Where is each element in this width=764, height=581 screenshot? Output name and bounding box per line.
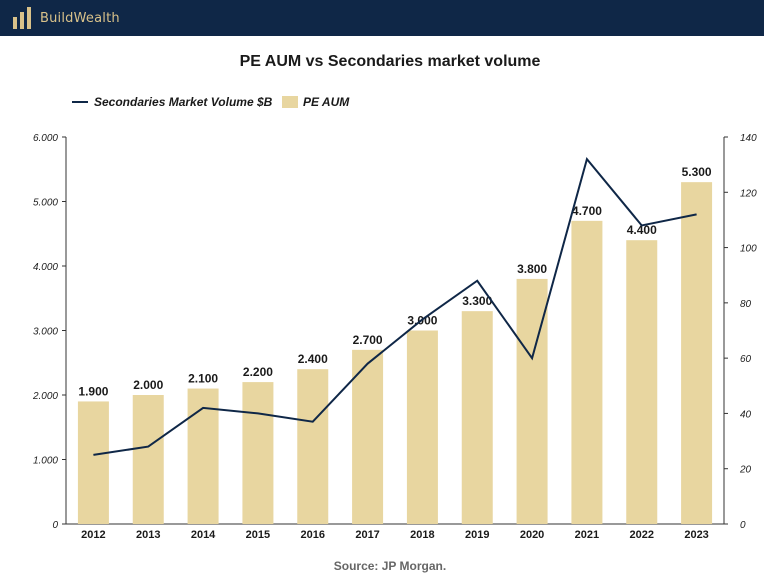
x-tick-label: 2020 [520, 529, 544, 541]
bar-data-label: 1.900 [78, 384, 108, 398]
legend-bar-swatch [282, 96, 298, 108]
y-right-tick-label: 0 [740, 520, 746, 531]
y-right-tick-label: 20 [739, 465, 752, 476]
source-note: Source: JP Morgan. [334, 559, 446, 573]
bar-data-label: 2.700 [353, 333, 383, 347]
chart-area: PE AUM vs Secondaries market volume Seco… [0, 36, 764, 576]
x-tick-label: 2014 [191, 529, 216, 541]
y-left-tick-label: 6.000 [33, 133, 58, 144]
x-tick-label: 2018 [410, 529, 434, 541]
plot-area: 0 1.000 2.000 3.000 4.000 5.000 6.000 0 20 40 60 80… [32, 133, 757, 541]
x-tick-label: 2019 [465, 529, 489, 541]
x-tick-label: 2012 [81, 529, 105, 541]
bar [571, 221, 602, 524]
bar [242, 382, 273, 524]
x-tick-label: 2017 [355, 529, 379, 541]
bar-data-label: 2.000 [133, 378, 163, 392]
y-left-tick-label: 0 [52, 520, 58, 531]
bar [133, 395, 164, 524]
y-left-tick-label: 2.000 [32, 391, 58, 402]
x-tick-label: 2016 [301, 529, 325, 541]
secondaries-line [93, 159, 696, 455]
x-tick-label: 2021 [575, 529, 599, 541]
header-bar: BuildWealth [0, 0, 764, 36]
bar [462, 311, 493, 524]
legend-bar-label: PE AUM [303, 95, 350, 109]
bar-data-label: 5.300 [682, 165, 712, 179]
y-right-tick-label: 80 [740, 299, 752, 310]
x-tick-label: 2015 [246, 529, 270, 541]
brand-name: BuildWealth [40, 11, 120, 26]
chart-svg: PE AUM vs Secondaries market volume Seco… [0, 36, 764, 576]
bar [78, 401, 109, 524]
y-left-tick-label: 3.000 [33, 327, 58, 338]
y-right-tick-label: 140 [740, 133, 757, 144]
bar [626, 240, 657, 524]
x-tick-label: 2013 [136, 529, 160, 541]
legend-line-label: Secondaries Market Volume $B [94, 95, 273, 109]
y-left-tick-label: 5.000 [33, 198, 58, 209]
chart-title: PE AUM vs Secondaries market volume [240, 53, 541, 70]
brand-logo: BuildWealth [12, 6, 120, 30]
x-tick-label: 2023 [684, 529, 708, 541]
bar-data-label: 2.400 [298, 352, 328, 366]
bar-data-label: 3.800 [517, 262, 547, 276]
x-tick-label: 2022 [630, 529, 654, 541]
y-right-tick-label: 40 [740, 409, 752, 420]
y-left-tick-label: 1.000 [33, 456, 58, 467]
bars-logo-icon [12, 7, 34, 29]
bar-data-label: 2.100 [188, 372, 218, 386]
y-right-tick-label: 100 [740, 244, 757, 255]
bar-data-label: 2.200 [243, 365, 273, 379]
bar-data-label: 4.700 [572, 204, 602, 218]
bar [407, 331, 438, 525]
y-right-tick-label: 120 [740, 188, 757, 199]
bar [681, 182, 712, 524]
bar [297, 369, 328, 524]
legend: Secondaries Market Volume $B PE AUM [72, 95, 350, 109]
y-right-tick-label: 60 [740, 354, 752, 365]
y-left-tick-label: 4.000 [33, 262, 58, 273]
